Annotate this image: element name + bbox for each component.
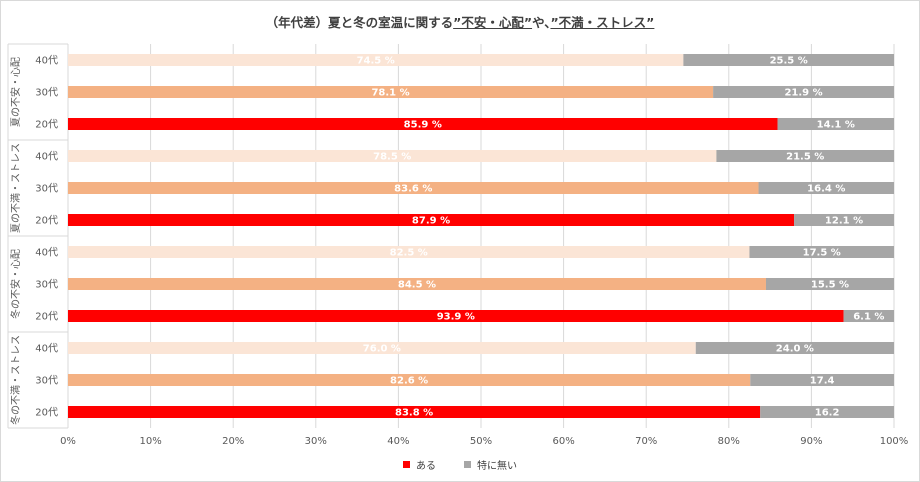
data-label-aru: 87.9 % [412, 216, 450, 227]
legend-item-nai: 特に無い [464, 457, 517, 472]
category-label: 30代 [35, 183, 58, 195]
data-label-aru: 85.9 % [404, 120, 442, 131]
data-label-nai: 6.1 % [853, 312, 884, 323]
data-label-aru: 82.5 % [390, 248, 428, 259]
bar-aru [68, 342, 696, 354]
x-tick-label: 30% [305, 436, 327, 447]
bar-nai [750, 374, 894, 386]
bar-nai [749, 246, 894, 258]
data-label-nai: 25.5 % [770, 56, 808, 67]
bar-aru [68, 150, 717, 162]
bar-nai [760, 406, 894, 418]
x-tick-label: 60% [552, 436, 574, 447]
bar-aru [68, 246, 750, 258]
data-label-aru: 76.0 % [363, 344, 401, 355]
bar-aru [68, 214, 795, 226]
bar-nai [695, 342, 894, 354]
title-part-3: や、 [532, 15, 551, 30]
x-tick-label: 100% [880, 436, 909, 447]
title-part-2: ”不安・心配” [453, 15, 533, 30]
chart-title: （年代差）夏と冬の室温に関する”不安・心配”や、”不満・ストレス” [0, 12, 920, 31]
data-label-aru: 82.6 % [390, 376, 428, 387]
bar-nai [843, 310, 894, 322]
group-label: 冬の不安・心配 [9, 249, 22, 319]
data-label-nai: 17.5 % [803, 248, 841, 259]
x-tick-label: 10% [139, 436, 161, 447]
legend-swatch-aru [403, 461, 410, 468]
bar-nai [713, 86, 894, 98]
category-label: 40代 [35, 247, 58, 259]
category-label: 40代 [35, 55, 58, 67]
data-label-aru: 74.5 % [357, 56, 395, 67]
data-label-aru: 78.5 % [373, 152, 411, 163]
bar-aru [68, 86, 714, 98]
bar-nai [777, 118, 894, 130]
data-label-aru: 83.8 % [395, 408, 433, 419]
category-label: 30代 [35, 87, 58, 99]
bar-nai [794, 214, 894, 226]
data-label-nai: 24.0 % [776, 344, 814, 355]
title-part-4: ”不満・ストレス” [550, 15, 655, 30]
group-label: 夏の不安・心配 [9, 57, 22, 127]
data-label-nai: 15.5 % [811, 280, 849, 291]
data-label-aru: 78.1 % [371, 88, 409, 99]
group-label: 夏の不満・ストレス [10, 143, 22, 233]
x-tick-label: 40% [387, 436, 409, 447]
data-label-nai: 16.4 % [807, 184, 845, 195]
category-label: 30代 [35, 375, 58, 387]
data-label-aru: 83.6 % [394, 184, 432, 195]
legend-label-aru: ある [416, 461, 436, 472]
legend-item-aru: ある [403, 457, 436, 472]
x-tick-label: 80% [718, 436, 740, 447]
bar-aru [68, 118, 778, 130]
data-label-nai: 14.1 % [817, 120, 855, 131]
bar-aru [68, 54, 684, 66]
data-label-nai: 16.2 [815, 408, 840, 419]
x-tick-label: 70% [635, 436, 657, 447]
data-label-aru: 84.5 % [398, 280, 436, 291]
x-tick-label: 90% [800, 436, 822, 447]
x-tick-label: 50% [470, 436, 492, 447]
bar-nai [758, 182, 894, 194]
category-label: 40代 [35, 151, 58, 163]
legend: ある 特に無い [0, 457, 920, 472]
data-label-nai: 12.1 % [825, 216, 863, 227]
legend-swatch-nai [464, 461, 471, 468]
title-part-1: （年代差）夏と冬の室温に関する [265, 15, 454, 30]
data-label-aru: 93.9 % [437, 312, 475, 323]
category-label: 40代 [35, 343, 58, 355]
category-label: 20代 [35, 215, 58, 227]
bar-aru [68, 182, 759, 194]
category-label: 20代 [35, 119, 58, 131]
x-tick-label: 0% [60, 436, 76, 447]
bar-aru [68, 406, 761, 418]
bar-aru [68, 278, 766, 290]
group-label: 冬の不満・ストレス [9, 335, 22, 425]
category-label: 20代 [35, 407, 58, 419]
data-label-nai: 21.5 % [786, 152, 824, 163]
legend-label-nai: 特に無い [477, 461, 517, 472]
bar-nai [683, 54, 894, 66]
category-label: 20代 [35, 311, 58, 323]
x-tick-label: 20% [222, 436, 244, 447]
data-label-nai: 21.9 % [784, 88, 822, 99]
bar-aru [68, 374, 751, 386]
data-label-nai: 17.4 [810, 376, 835, 387]
bar-aru [68, 310, 844, 322]
bar-nai [716, 150, 894, 162]
category-label: 30代 [35, 279, 58, 291]
bar-nai [765, 278, 894, 290]
